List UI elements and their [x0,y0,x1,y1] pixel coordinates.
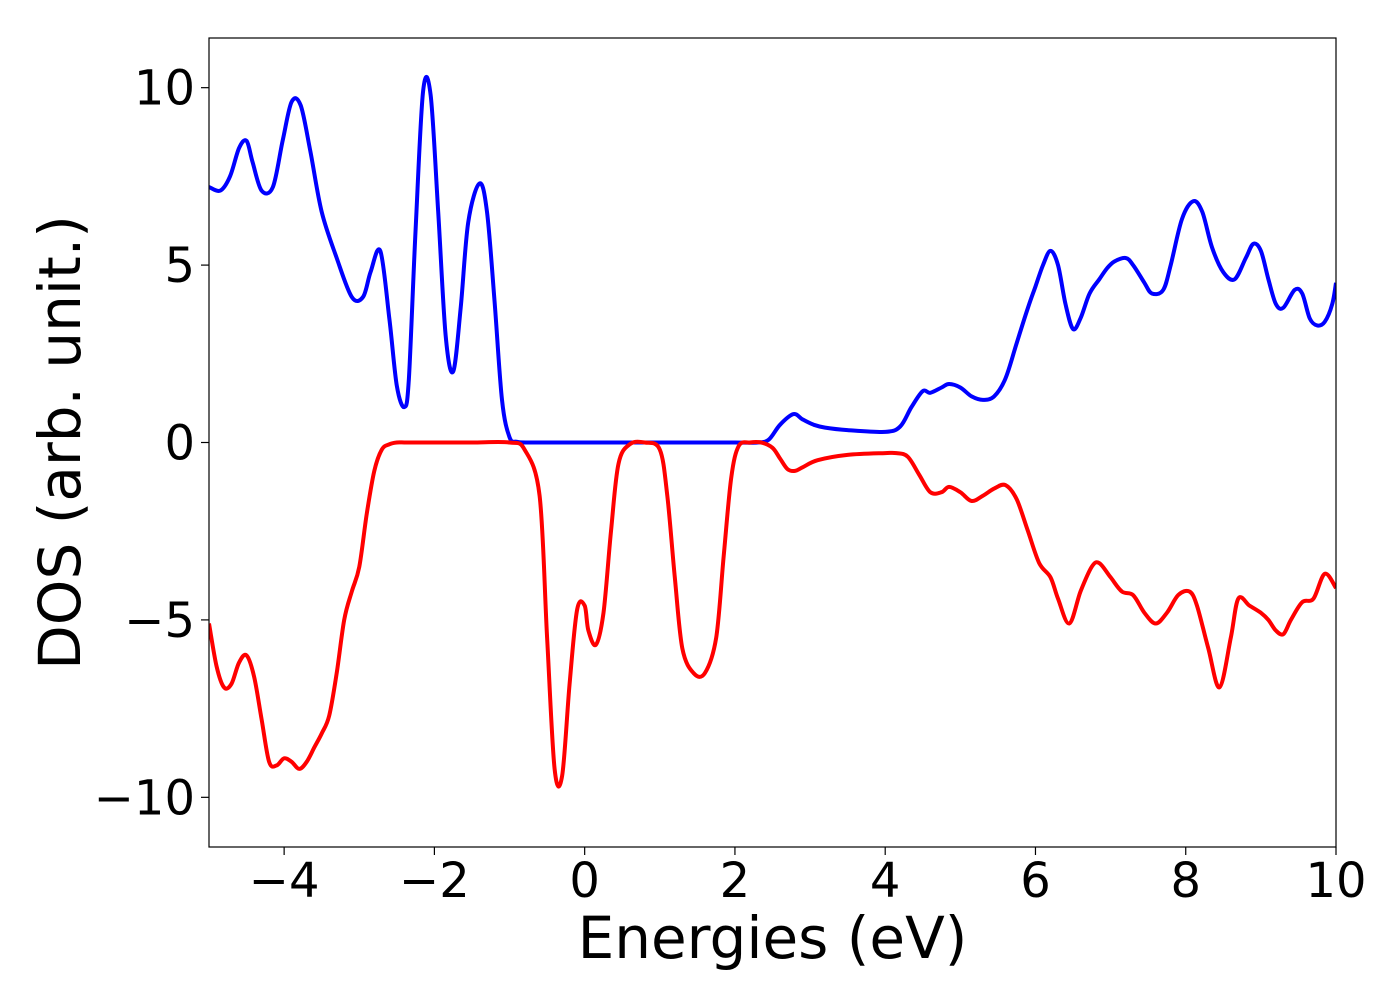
series-layer [209,75,1336,789]
y-axis-label: DOS (arb. unit.) [26,215,94,670]
x-tick-label: −4 [249,853,320,909]
x-axis-label: Energies (eV) [578,904,968,972]
x-tick-label: 10 [1305,853,1366,909]
y-tick-label: 5 [164,238,195,294]
y-tick-label: 0 [164,416,195,472]
y-tick-label: −10 [94,770,195,826]
y-tick-label: −5 [124,593,195,649]
y-tick-label: 10 [134,61,195,117]
x-tick-label: 6 [1020,853,1051,909]
x-tick-label: −2 [399,853,470,909]
x-tick-label: 2 [720,853,751,909]
x-tick-label: 4 [870,853,901,909]
series-line-blue [209,75,1336,445]
x-tick-label: 0 [569,853,600,909]
series-line-red [209,439,1336,789]
x-axis: −4 −2 0 2 4 6 8 10 [249,847,1367,909]
x-tick-label: 8 [1170,853,1201,909]
y-axis: 10 5 0 −5 −10 [94,61,209,826]
